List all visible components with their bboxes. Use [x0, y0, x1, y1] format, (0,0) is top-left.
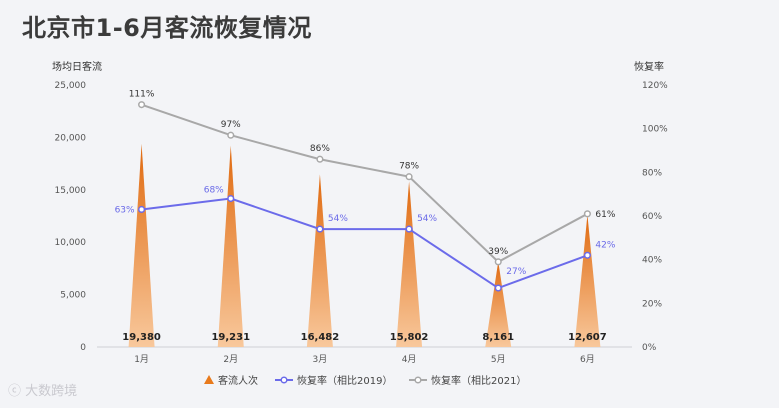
x-tick-label: 5月: [491, 354, 506, 365]
y-right-tick-label: 100%: [642, 125, 668, 135]
bar-value-label: 15,802: [390, 332, 429, 343]
line-2019-value-label: 27%: [506, 267, 526, 277]
line-2021-value-label: 97%: [221, 120, 241, 130]
series-line: [141, 103, 588, 264]
line-2021-value-label: 86%: [310, 144, 330, 154]
line-2019-value-label: 54%: [328, 214, 348, 224]
line-2019-value-label: 68%: [204, 186, 224, 196]
y-right-axis-label: 恢复率: [634, 60, 664, 73]
line-series: 111% 97% 86% 78% 39% 61% 63% 68% 54% 54% 27% 42%: [115, 90, 616, 292]
watermark-text: 大数跨境: [25, 384, 78, 399]
y-right-tick-label: 0%: [642, 343, 657, 353]
y-right-ticks: 0% 20% 40% 60% 80% 100% 120%: [642, 81, 668, 353]
x-tick-label: 2月: [223, 354, 238, 365]
legend: 客流人次 恢复率（相比2019） 恢复率（相比2021）: [204, 374, 526, 387]
y-left-tick-label: 10,000: [55, 238, 87, 248]
bar-series: 19,380 19,231 16,482 15,802 8,161 12,607: [122, 143, 607, 347]
bar-cone: [485, 261, 512, 347]
watermark-logo: ⓒ 大数跨境: [8, 384, 78, 399]
series-point: [494, 258, 502, 266]
line-2021-value-label: 39%: [488, 247, 508, 257]
series-point: [405, 225, 413, 233]
line-2019-value-label: 42%: [595, 240, 615, 250]
y-left-tick-label: 15,000: [55, 186, 87, 196]
bar-value-label: 19,380: [122, 332, 161, 343]
line-2019-value-label: 54%: [417, 214, 437, 224]
y-left-ticks: 0 5,000 10,000 15,000 20,000 25,000: [55, 81, 87, 353]
y-left-tick-label: 20,000: [55, 133, 87, 143]
series-point: [316, 225, 324, 233]
y-left-tick-label: 5,000: [60, 291, 86, 301]
legend-item-bar: 客流人次: [218, 374, 258, 387]
line-2021-value-label: 78%: [399, 162, 419, 172]
series-point: [583, 210, 591, 218]
y-right-tick-label: 20%: [642, 299, 662, 309]
series-point: [138, 101, 146, 109]
line-2021-value-label: 111%: [129, 90, 155, 100]
x-axis-ticks: 1月 2月 3月 4月 5月 6月: [134, 354, 595, 365]
legend-swatch-2019-marker: [280, 376, 288, 384]
bar-value-label: 12,607: [568, 332, 607, 343]
y-left-tick-label: 25,000: [55, 81, 87, 91]
y-right-tick-label: 120%: [642, 81, 668, 91]
series-point: [405, 173, 413, 181]
bar-cone: [217, 145, 244, 347]
series-point: [227, 194, 235, 203]
y-right-tick-label: 40%: [642, 256, 662, 266]
series-point: [138, 205, 146, 213]
line-2019-value-label: 63%: [115, 205, 135, 215]
series-point: [227, 131, 235, 139]
bar-value-label: 16,482: [301, 332, 340, 343]
bar-value-label: 8,161: [482, 332, 514, 343]
legend-item-2021: 恢复率（相比2021）: [431, 374, 526, 387]
x-tick-label: 1月: [134, 354, 149, 365]
y-left-axis-label: 场均日客流: [52, 60, 102, 73]
bar-value-label: 19,231: [211, 332, 250, 343]
line-2021-value-label: 61%: [595, 210, 615, 220]
series-point: [494, 284, 502, 292]
y-right-tick-label: 80%: [642, 168, 662, 178]
y-left-tick-label: 0: [80, 343, 86, 353]
series-point: [583, 251, 591, 259]
legend-swatch-bar: [204, 375, 214, 384]
x-tick-label: 3月: [313, 354, 328, 365]
series-point: [316, 155, 324, 163]
bar-cone: [306, 174, 333, 347]
chart-title: 北京市1-6月客流恢复情况: [22, 14, 312, 42]
bar-cone: [396, 181, 423, 347]
bar-cone: [128, 143, 155, 347]
series-line: [141, 197, 588, 290]
legend-item-2019: 恢复率（相比2019）: [297, 374, 392, 387]
x-tick-label: 6月: [580, 354, 595, 365]
legend-swatch-2021-marker: [414, 376, 422, 384]
x-tick-label: 4月: [402, 354, 417, 365]
bar-cone: [574, 214, 601, 347]
y-right-tick-label: 60%: [642, 212, 662, 222]
